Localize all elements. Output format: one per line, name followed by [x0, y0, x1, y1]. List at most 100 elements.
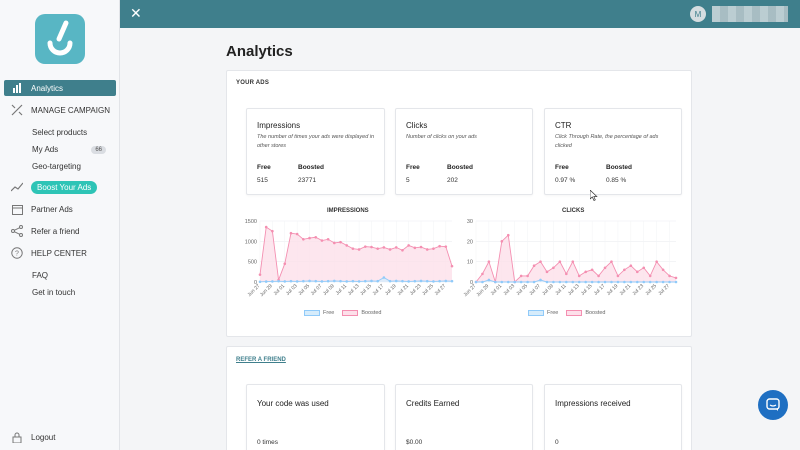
sidebar-item-label: Analytics — [31, 83, 64, 93]
data-point-free — [314, 279, 318, 283]
data-point-free — [432, 280, 435, 283]
data-point-free — [597, 280, 600, 284]
chat-button[interactable] — [758, 390, 788, 420]
legend-label-free: Free — [323, 310, 335, 316]
sidebar-item-refer-a-friend[interactable]: Refer a friend — [4, 223, 116, 239]
data-point-free — [655, 280, 658, 284]
data-point-boosted — [558, 260, 562, 263]
x-tick-label: Jul 09 — [541, 283, 555, 297]
section-label-your-ads: YOUR ADS — [236, 80, 270, 86]
code-used-card: Your code was used 0 times — [246, 384, 385, 450]
x-tick-label: Jul 15 — [359, 283, 373, 297]
sidebar-item-geo-targeting[interactable]: Geo-targeting — [4, 158, 116, 175]
data-point-boosted — [264, 225, 268, 229]
logout-button[interactable]: Logout — [4, 429, 116, 445]
trend-line-icon — [10, 180, 24, 194]
impressions-stat-card: Impressions The number of times your ads… — [246, 108, 385, 195]
data-point-boosted — [413, 246, 417, 250]
data-point-boosted — [258, 273, 262, 276]
stat-title: Your code was used — [257, 399, 329, 408]
free-value: 5 — [406, 177, 410, 184]
data-point-free — [370, 279, 373, 283]
sidebar-item-faq[interactable]: FAQ — [4, 267, 116, 284]
data-point-boosted — [623, 268, 626, 272]
data-point-free — [425, 279, 429, 283]
x-tick-label: Jul 01 — [490, 283, 504, 297]
data-point-free — [577, 280, 581, 284]
sidebar-item-select-products[interactable]: Select products — [4, 124, 116, 141]
data-point-free — [545, 280, 549, 284]
stat-title: CTR — [555, 121, 572, 130]
close-icon[interactable]: ✕ — [130, 5, 142, 21]
data-point-free — [351, 279, 355, 283]
data-point-free — [513, 280, 517, 284]
data-point-boosted — [388, 248, 392, 251]
x-tick-label: Jul 21 — [619, 283, 633, 297]
data-point-boosted — [610, 260, 613, 263]
impressions-chart: 0 500 1000 1500 Jun 27 Jun 29 Jul 01 Jul 03 Jul … — [232, 214, 460, 306]
sidebar-item-label: Refer a friend — [31, 226, 80, 236]
stat-description: Number of clicks on your ads — [406, 134, 477, 140]
data-point-free — [333, 279, 336, 283]
data-point-boosted — [271, 229, 274, 233]
data-point-free — [438, 279, 441, 283]
data-point-boosted — [642, 266, 646, 270]
clicks-chart-legend: Free Boosted — [528, 310, 606, 316]
data-point-boosted — [500, 240, 504, 243]
data-point-free — [258, 280, 262, 284]
calendar-icon — [10, 202, 24, 216]
data-point-free — [363, 279, 367, 283]
data-point-free — [629, 280, 633, 284]
page-title: Analytics — [226, 43, 293, 60]
sidebar-section-label: MANAGE CAMPAIGN — [31, 105, 110, 115]
x-tick-label: Jul 03 — [502, 283, 516, 297]
sidebar-item-label: My Ads — [32, 145, 59, 154]
x-tick-label: Jun 27 — [247, 283, 262, 298]
data-point-free — [648, 280, 652, 284]
data-point-free — [388, 279, 392, 283]
x-tick-label: Jul 05 — [297, 283, 311, 297]
x-tick-label: Jul 13 — [567, 283, 581, 297]
x-tick-label: Jul 11 — [554, 283, 568, 297]
x-tick-label: Jul 27 — [657, 283, 671, 297]
legend-swatch-boosted — [342, 310, 359, 316]
legend-label-boosted: Boosted — [585, 310, 606, 316]
sidebar-item-my-ads[interactable]: My Ads 66 — [4, 141, 116, 158]
x-tick-label: Jul 13 — [347, 283, 361, 297]
username-blurred[interactable] — [712, 6, 788, 22]
data-point-boosted — [333, 241, 336, 245]
x-tick-label: Jul 01 — [273, 283, 287, 297]
sidebar-item-boost-your-ads[interactable]: Boost Your Ads — [4, 179, 116, 195]
data-point-free — [481, 280, 484, 284]
logo-icon — [47, 20, 73, 56]
data-point-boosted — [487, 260, 491, 263]
data-point-boosted — [302, 238, 305, 241]
data-point-free — [295, 280, 299, 283]
data-point-free — [320, 280, 324, 283]
sidebar-item-analytics[interactable]: Analytics — [4, 80, 116, 96]
app-logo[interactable] — [35, 14, 85, 64]
data-point-boosted — [526, 274, 529, 278]
legend-swatch-boosted — [566, 310, 583, 316]
top-bar: ✕ M — [120, 0, 800, 28]
data-point-boosted — [571, 260, 575, 263]
data-point-boosted — [401, 248, 404, 252]
boosted-value: 202 — [447, 177, 458, 184]
clicks-stat-card: Clicks Number of clicks on your ads Free… — [395, 108, 533, 195]
impressions-chart-legend: Free Boosted — [304, 310, 382, 316]
boosted-label: Boosted — [447, 164, 473, 171]
data-point-boosted — [370, 245, 373, 249]
data-point-boosted — [394, 246, 398, 249]
refer-a-friend-link[interactable]: REFER A FRIEND — [236, 357, 286, 363]
data-point-free — [519, 280, 523, 284]
sidebar-item-partner-ads[interactable]: Partner Ads — [4, 201, 116, 217]
sidebar-section-manage-campaign: MANAGE CAMPAIGN — [4, 102, 116, 118]
data-point-free — [394, 279, 398, 283]
data-point-free — [407, 280, 410, 283]
avatar[interactable]: M — [690, 6, 706, 22]
data-point-boosted — [376, 247, 379, 250]
sidebar-item-get-in-touch[interactable]: Get in touch — [4, 284, 116, 301]
ctr-stat-card: CTR Click Through Rate, the percentage o… — [544, 108, 682, 195]
